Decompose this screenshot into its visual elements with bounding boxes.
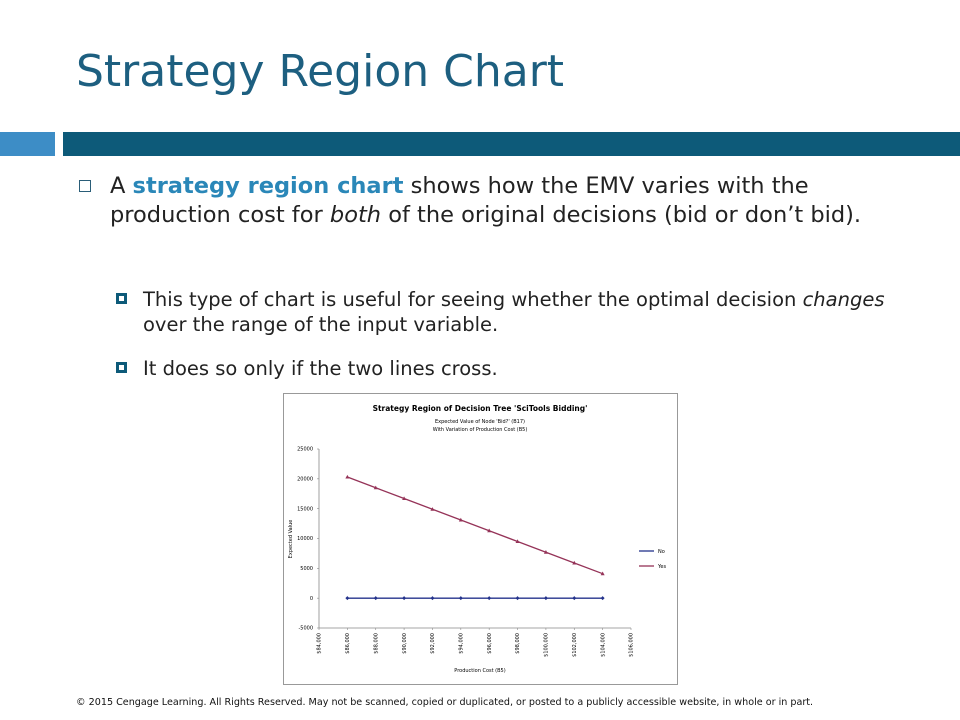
x-tick-label: $100,000 xyxy=(544,633,550,657)
emphasis: strategy region chart xyxy=(132,173,404,199)
point xyxy=(402,596,407,601)
x-tick-label: $94,000 xyxy=(459,633,465,654)
legend-label: Yes xyxy=(657,564,666,570)
point xyxy=(345,596,350,601)
bullet: A strategy region chart shows how the EM… xyxy=(79,172,910,230)
slide-title: Strategy Region Chart xyxy=(76,46,565,97)
point xyxy=(600,571,605,576)
chart-subtitle: Expected Value of Node 'Bid?' (B17) xyxy=(435,419,525,425)
point xyxy=(572,560,577,565)
series-line xyxy=(347,476,603,575)
accent-bar xyxy=(0,132,55,156)
x-tick-label: $84,000 xyxy=(317,633,323,654)
y-tick-label: 0 xyxy=(310,596,313,602)
point xyxy=(543,596,548,601)
text: It does so only if the two lines cross. xyxy=(143,357,498,380)
text: of the original decisions (bid or don’t … xyxy=(381,202,862,228)
chart-image: Strategy Region of Decision Tree 'SciToo… xyxy=(283,393,678,685)
emphasis: changes xyxy=(802,288,885,311)
y-tick-label: 15000 xyxy=(297,506,313,512)
point xyxy=(430,507,435,511)
legend-label: No xyxy=(658,549,665,555)
y-tick-label: 20000 xyxy=(297,477,313,483)
point xyxy=(600,596,605,601)
y-tick-label: 5000 xyxy=(300,566,313,572)
point xyxy=(458,596,463,601)
x-tick-label: $106,000 xyxy=(629,633,635,657)
point xyxy=(345,474,350,479)
x-axis-label: Production Cost (B5) xyxy=(454,668,505,674)
point xyxy=(487,596,492,601)
text: over the range of the input variable. xyxy=(143,313,499,336)
chart-title: Strategy Region of Decision Tree 'SciToo… xyxy=(373,404,588,413)
chart-subtitle: With Variation of Production Cost (B5) xyxy=(433,427,528,433)
point xyxy=(515,596,520,601)
point xyxy=(515,539,520,543)
x-tick-label: $90,000 xyxy=(402,633,408,654)
x-tick-label: $104,000 xyxy=(600,633,606,657)
text: This type of chart is useful for seeing … xyxy=(143,288,803,311)
point xyxy=(373,485,378,490)
sub-bullet: It does so only if the two lines cross. xyxy=(116,356,913,381)
x-tick-label: $102,000 xyxy=(572,633,578,657)
y-tick-label: -5000 xyxy=(298,626,313,632)
point xyxy=(430,596,435,601)
chart: Strategy Region of Decision Tree 'SciToo… xyxy=(288,404,666,674)
x-tick-label: $98,000 xyxy=(515,633,521,654)
point xyxy=(487,528,492,533)
footer: © 2015 Cengage Learning. All Rights Rese… xyxy=(76,697,814,708)
sub-bullet: This type of chart is useful for seeing … xyxy=(116,287,913,337)
x-tick-label: $88,000 xyxy=(373,633,379,654)
y-tick-label: 25000 xyxy=(297,447,313,453)
x-tick-label: $96,000 xyxy=(487,633,493,654)
x-tick-label: $86,000 xyxy=(345,633,351,654)
point xyxy=(373,596,378,601)
point xyxy=(458,517,463,522)
y-tick-label: 10000 xyxy=(297,536,313,542)
point xyxy=(572,596,577,601)
text: shows how the EMV varies with the produc… xyxy=(110,173,809,228)
y-axis-label: Expected Value xyxy=(288,520,294,559)
x-tick-label: $92,000 xyxy=(430,633,436,654)
emphasis: both xyxy=(329,202,382,228)
point xyxy=(543,550,548,554)
text: A xyxy=(110,173,133,199)
point xyxy=(402,496,407,501)
header-bar xyxy=(63,132,960,156)
